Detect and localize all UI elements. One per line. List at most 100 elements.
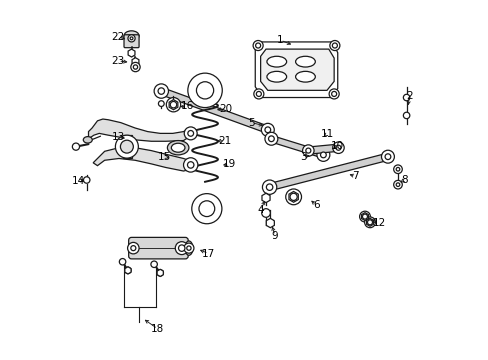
Text: 1: 1 xyxy=(277,35,283,45)
Polygon shape xyxy=(268,153,388,191)
Text: 21: 21 xyxy=(218,136,231,145)
Polygon shape xyxy=(122,135,131,158)
Circle shape xyxy=(362,214,367,219)
Polygon shape xyxy=(307,144,338,154)
Polygon shape xyxy=(88,119,188,141)
Circle shape xyxy=(384,154,390,159)
Circle shape xyxy=(268,136,274,141)
Ellipse shape xyxy=(83,136,92,143)
Circle shape xyxy=(187,131,193,136)
Circle shape xyxy=(120,140,133,153)
Polygon shape xyxy=(160,88,268,133)
Text: 14: 14 xyxy=(72,176,85,186)
Polygon shape xyxy=(266,219,274,228)
Circle shape xyxy=(320,152,325,158)
Circle shape xyxy=(264,132,277,145)
Circle shape xyxy=(256,91,261,96)
Polygon shape xyxy=(288,192,298,202)
Circle shape xyxy=(186,246,191,250)
Polygon shape xyxy=(132,58,139,66)
Circle shape xyxy=(253,89,264,99)
Ellipse shape xyxy=(184,241,192,255)
Circle shape xyxy=(403,94,409,101)
Circle shape xyxy=(170,102,176,108)
Ellipse shape xyxy=(266,56,286,67)
Circle shape xyxy=(183,158,198,172)
Circle shape xyxy=(187,73,222,108)
Circle shape xyxy=(393,180,402,189)
Text: 8: 8 xyxy=(400,175,407,185)
Circle shape xyxy=(395,167,399,171)
Text: 23: 23 xyxy=(111,56,124,66)
Circle shape xyxy=(128,35,135,42)
Text: 4: 4 xyxy=(257,206,264,216)
Ellipse shape xyxy=(167,140,188,155)
Ellipse shape xyxy=(124,31,139,41)
Circle shape xyxy=(289,193,297,201)
Circle shape xyxy=(255,43,260,48)
Text: 12: 12 xyxy=(371,218,385,228)
Circle shape xyxy=(184,127,197,140)
Polygon shape xyxy=(366,219,373,226)
Circle shape xyxy=(115,135,138,158)
Ellipse shape xyxy=(295,56,315,67)
Circle shape xyxy=(158,88,164,94)
Text: 11: 11 xyxy=(320,129,333,139)
Circle shape xyxy=(175,242,188,255)
Polygon shape xyxy=(169,100,178,110)
Ellipse shape xyxy=(171,143,184,152)
Polygon shape xyxy=(270,136,324,158)
Circle shape xyxy=(131,62,140,72)
Circle shape xyxy=(119,258,125,265)
Text: 18: 18 xyxy=(151,324,164,334)
Circle shape xyxy=(261,209,270,217)
Circle shape xyxy=(335,145,340,150)
Polygon shape xyxy=(124,267,131,274)
Text: 3: 3 xyxy=(300,152,306,162)
Circle shape xyxy=(305,148,310,153)
Circle shape xyxy=(359,211,369,222)
Circle shape xyxy=(316,148,329,161)
Text: 7: 7 xyxy=(352,171,358,181)
Circle shape xyxy=(166,98,180,112)
Circle shape xyxy=(393,165,402,174)
Circle shape xyxy=(403,112,409,119)
Circle shape xyxy=(266,184,272,190)
Circle shape xyxy=(331,91,336,96)
Circle shape xyxy=(83,177,90,183)
Circle shape xyxy=(395,183,399,186)
Text: 5: 5 xyxy=(248,118,254,128)
FancyBboxPatch shape xyxy=(124,35,139,48)
Circle shape xyxy=(332,142,344,153)
Circle shape xyxy=(196,82,213,99)
Circle shape xyxy=(191,194,222,224)
Text: 17: 17 xyxy=(202,248,215,258)
Text: 16: 16 xyxy=(180,102,193,112)
Polygon shape xyxy=(157,269,163,276)
Circle shape xyxy=(364,217,375,228)
Circle shape xyxy=(157,270,163,276)
Circle shape xyxy=(158,101,164,107)
Circle shape xyxy=(329,41,339,50)
Text: 20: 20 xyxy=(219,104,232,114)
Circle shape xyxy=(187,162,194,168)
Circle shape xyxy=(178,245,184,251)
Circle shape xyxy=(264,127,270,133)
Text: 13: 13 xyxy=(111,132,124,142)
Polygon shape xyxy=(262,193,269,203)
Circle shape xyxy=(72,143,80,150)
Text: 22: 22 xyxy=(111,32,124,41)
Circle shape xyxy=(253,41,263,50)
Text: 19: 19 xyxy=(223,159,236,169)
Circle shape xyxy=(130,37,133,40)
Circle shape xyxy=(261,123,274,136)
Circle shape xyxy=(302,145,313,156)
Circle shape xyxy=(124,267,131,274)
Ellipse shape xyxy=(295,71,315,82)
Circle shape xyxy=(154,84,168,98)
Polygon shape xyxy=(93,148,190,171)
Ellipse shape xyxy=(192,86,218,94)
Circle shape xyxy=(199,201,214,217)
Polygon shape xyxy=(128,49,135,57)
Circle shape xyxy=(332,43,337,48)
